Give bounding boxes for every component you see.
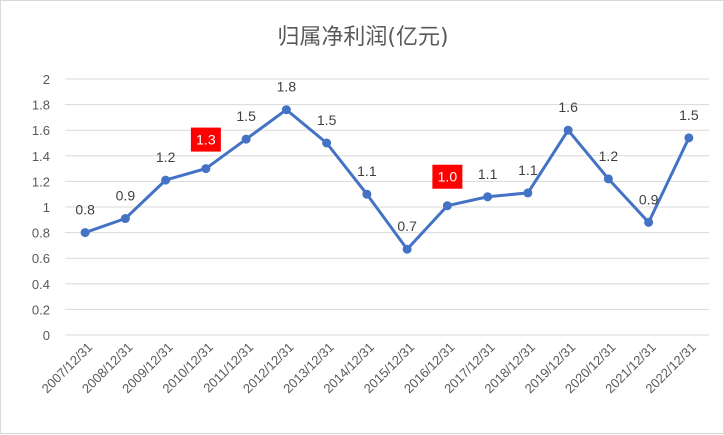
gridlines: [65, 78, 709, 336]
data-label-highlight-box: [432, 164, 463, 189]
data-label: 0.8: [75, 202, 95, 218]
data-label: 1.0: [438, 169, 458, 185]
y-tick-label: 0.2: [32, 302, 50, 317]
data-point: [281, 105, 291, 115]
data-label: 1.6: [558, 99, 578, 115]
y-tick-label: 0.8: [32, 226, 50, 241]
data-label: 1.5: [317, 112, 337, 128]
y-tick-label: 0.4: [32, 277, 50, 292]
data-label: 1.1: [478, 166, 498, 182]
data-point: [402, 244, 412, 254]
y-tick-label: 0.6: [32, 251, 50, 266]
data-point: [161, 175, 171, 185]
y-tick-label: 0: [43, 328, 50, 343]
chart-title: 归属净利润(亿元): [277, 25, 448, 50]
data-point: [201, 164, 211, 174]
data-point: [322, 138, 332, 148]
data-label-highlight-box: [190, 127, 221, 152]
data-point: [442, 201, 452, 211]
data-label: 0.9: [639, 191, 659, 207]
data-label: 1.1: [518, 162, 538, 178]
data-point: [563, 125, 573, 135]
y-tick-label: 1.2: [32, 174, 50, 189]
x-axis-ticks: 2007/12/312008/12/312009/12/312010/12/31…: [39, 340, 699, 397]
data-point: [241, 134, 251, 144]
data-label: 1.1: [357, 163, 377, 179]
y-tick-label: 1.4: [32, 149, 50, 164]
series-group: [80, 105, 694, 254]
y-tick-label: 1.8: [32, 98, 50, 113]
data-point: [523, 188, 533, 198]
data-labels: 0.8 0.9 1.2 1.3 1.5 1.8 1.5 1.1 0.7 1.0 1.1 1.1 1.6 1…: [75, 79, 698, 235]
data-point: [684, 133, 694, 143]
data-label: 0.7: [397, 218, 417, 234]
series-line: [83, 108, 691, 251]
data-label: 1.8: [277, 79, 297, 95]
data-point: [483, 192, 493, 202]
data-point: [644, 217, 654, 227]
data-point: [80, 228, 90, 238]
data-label: 1.5: [236, 108, 256, 124]
data-point: [603, 174, 613, 184]
data-label: 1.2: [156, 149, 176, 165]
data-point: [120, 214, 130, 224]
y-axis-ticks: 0 0.2 0.4 0.6 0.8 1 1.2 1.4 1.6 1.8 2: [32, 72, 50, 343]
data-label: 1.3: [196, 132, 216, 148]
data-point: [362, 189, 372, 199]
y-tick-label: 2: [43, 72, 50, 87]
data-label: 1.2: [599, 148, 619, 164]
y-tick-label: 1: [43, 200, 50, 215]
y-tick-label: 1.6: [32, 123, 50, 138]
data-label: 1.5: [679, 107, 699, 123]
data-label: 0.9: [116, 188, 136, 204]
